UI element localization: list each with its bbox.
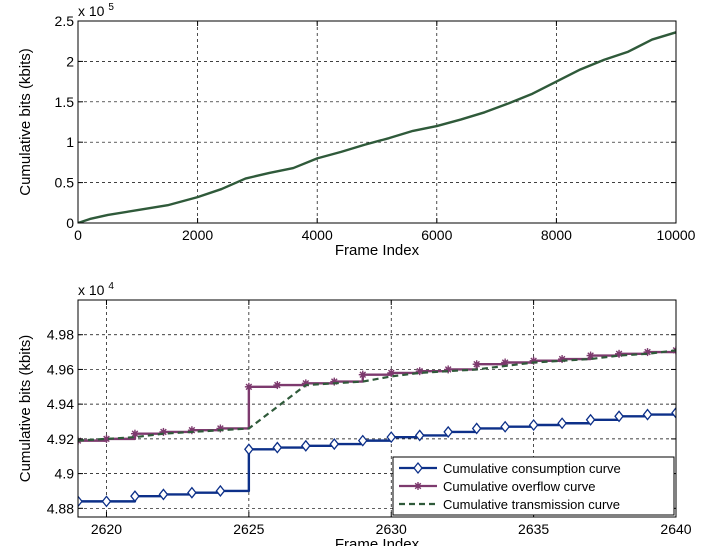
y-tick-label: 4.92 <box>47 431 74 447</box>
x-axis-label: Frame Index <box>335 536 420 546</box>
x-tick-label: 6000 <box>421 227 452 243</box>
data-point-0 <box>357 434 368 447</box>
x-tick-label: 2620 <box>91 521 122 537</box>
data-point-0 <box>130 490 140 503</box>
data-point-1 <box>415 367 424 376</box>
data-point-0 <box>585 413 596 426</box>
plot-frame <box>77 20 677 224</box>
data-point-1 <box>358 370 367 379</box>
data-point-1 <box>273 381 282 390</box>
legend-box <box>392 456 675 516</box>
data-point-0 <box>471 422 482 435</box>
data-point-0 <box>414 429 425 442</box>
x-tick-label: 2630 <box>376 521 407 537</box>
plot-frame <box>77 299 677 518</box>
y-exponent-label: x 10 4 <box>78 281 114 298</box>
y-tick-label: 4.96 <box>47 361 74 377</box>
y-tick-label: 0 <box>66 215 74 231</box>
bottom-chart: 2620 2625 2630 2635 2640 4.88 4.9 4.92 4.94 4.96 4… <box>17 281 692 546</box>
data-point-1 <box>615 349 624 358</box>
data-point-0 <box>443 425 454 438</box>
y-tick-label: 4.9 <box>55 466 75 482</box>
data-point-0 <box>386 431 397 444</box>
legend-entry-label: Cumulative consumption curve <box>443 461 621 476</box>
data-point-0 <box>78 495 83 508</box>
y-exponent-label: x 10 5 <box>78 2 114 19</box>
legend-entry-label: Cumulative overflow curve <box>443 479 595 494</box>
legend-marker <box>413 461 423 475</box>
data-point-0 <box>671 406 676 419</box>
data-point-1 <box>102 434 111 443</box>
x-axis-label: Frame Index <box>335 242 420 259</box>
data-point-0 <box>300 439 311 452</box>
series-group <box>78 346 676 508</box>
x-tick-label: 2000 <box>182 227 213 243</box>
y-axis-label: Cumulative bits (kbits) <box>17 335 34 483</box>
legend-marker <box>414 482 422 490</box>
top-chart: 0 2000 4000 6000 8000 10000 0 0.5 1 1.5 2 2.5x 10 5… <box>17 2 696 259</box>
data-point-1 <box>586 351 595 360</box>
data-point-0 <box>187 486 197 499</box>
data-point-0 <box>528 418 539 432</box>
x-tick-label: 8000 <box>541 227 572 243</box>
data-point-0 <box>244 443 254 456</box>
data-point-0 <box>642 408 653 421</box>
legend: Cumulative consumption curve Cumulative o… <box>392 456 675 516</box>
y-tick-label: 1.5 <box>55 94 75 110</box>
y-axis-label: Cumulative bits (kbits) <box>17 48 34 196</box>
series-line-0 <box>78 31 676 223</box>
data-point-1 <box>387 368 396 377</box>
data-point-0 <box>158 488 169 501</box>
x-tick-label: 4000 <box>302 227 333 243</box>
y-tick-label: 0.5 <box>55 175 75 191</box>
legend-entry-label: Cumulative transmission curve <box>443 497 620 512</box>
y-tick-label: 2 <box>66 53 74 69</box>
plot-area <box>78 21 676 223</box>
data-point-0 <box>272 441 283 454</box>
series-group <box>78 31 676 223</box>
x-tick-label: 10000 <box>657 227 696 243</box>
y-tick-label: 4.88 <box>47 500 74 516</box>
data-point-0 <box>215 484 226 498</box>
x-tick-label: 2640 <box>660 521 691 537</box>
data-point-0 <box>101 495 112 508</box>
series-line-2 <box>78 349 676 442</box>
data-point-1 <box>244 382 253 391</box>
y-tick-label: 4.98 <box>47 327 74 343</box>
x-tick-label: 2625 <box>233 521 264 537</box>
data-point-0 <box>329 438 340 451</box>
y-tick-label: 1 <box>66 134 74 150</box>
data-point-1 <box>472 360 481 369</box>
data-point-0 <box>614 410 624 423</box>
x-tick-label: 2635 <box>518 521 549 537</box>
y-tick-label: 2.5 <box>55 13 75 29</box>
data-point-1 <box>130 429 139 438</box>
x-tick-label: 0 <box>74 227 82 243</box>
data-point-0 <box>500 420 510 433</box>
data-point-0 <box>557 417 567 430</box>
y-tick-label: 4.94 <box>47 396 74 412</box>
